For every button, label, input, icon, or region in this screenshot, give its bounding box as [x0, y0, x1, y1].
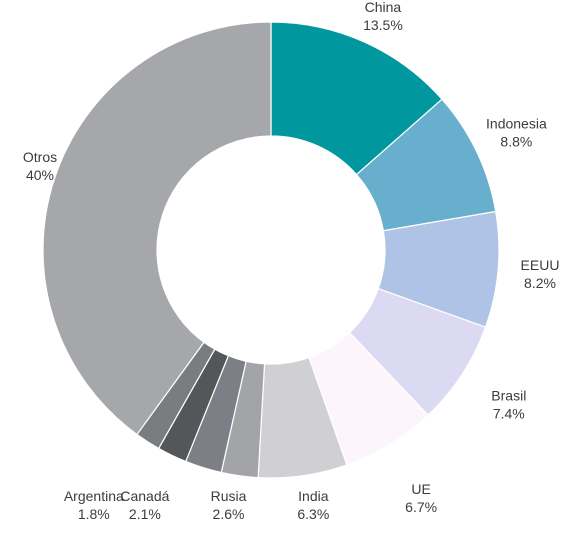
label-name-brasil: Brasil	[491, 388, 526, 404]
label-name-china: China	[365, 0, 402, 15]
label-value-otros: 40%	[26, 167, 54, 183]
label-name-otros: Otros	[23, 149, 57, 165]
label-value-china: 13.5%	[363, 17, 403, 33]
slice-labels: China 13.5% Indonesia 8.8% EEUU 8.2% Brasil 7.4…	[23, 0, 560, 522]
label-value-indonesia: 8.8%	[500, 134, 532, 150]
label-value-brasil: 7.4%	[493, 406, 525, 422]
label-value-argentina: 1.8%	[78, 506, 110, 522]
label-value-india: 6.3%	[297, 506, 329, 522]
label-name-argentina: Argentina	[64, 488, 124, 504]
slice-otros	[42, 21, 272, 436]
label-value-ue: 6.7%	[405, 499, 437, 515]
label-name-indonesia: Indonesia	[486, 116, 547, 132]
label-value-canadá: 2.1%	[129, 506, 161, 522]
label-name-india: India	[298, 488, 329, 504]
label-name-rusia: Rusia	[211, 488, 247, 504]
label-value-rusia: 2.6%	[213, 506, 245, 522]
label-name-canadá: Canadá	[120, 488, 169, 504]
donut-slices	[42, 21, 500, 479]
label-name-eeuu: EEUU	[521, 257, 560, 273]
label-value-eeuu: 8.2%	[524, 275, 556, 291]
label-name-ue: UE	[411, 481, 430, 497]
